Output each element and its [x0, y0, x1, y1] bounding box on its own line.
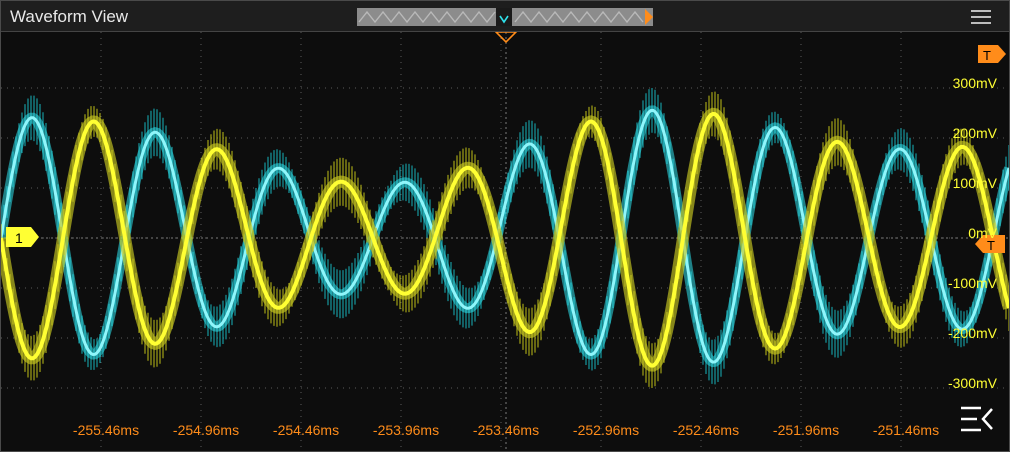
time-scale-labels: -255.46ms -254.96ms -254.46ms -253.96ms -253… [73, 422, 939, 438]
waveform-traces [1, 88, 1009, 388]
channel1-marker[interactable]: 1 [6, 227, 39, 247]
trigger-top-label: T [983, 48, 991, 63]
overview-viewport-marker [499, 15, 509, 24]
waveform-plot[interactable]: 1 T T 300mV 200mV 100mV 0mV -100mV -200mV -300… [1, 32, 1009, 451]
overview-viewport-window[interactable] [496, 8, 512, 26]
overview-trigger-marker [645, 9, 653, 25]
voltage-label: -300mV [948, 375, 998, 391]
window-title: Waveform View [10, 7, 129, 26]
time-label: -254.46ms [273, 422, 339, 438]
trigger-level-label: T [987, 238, 995, 253]
channel2-trace-band [1, 105, 1009, 368]
voltage-label: 200mV [953, 125, 998, 141]
hamburger-menu-icon[interactable] [971, 10, 991, 24]
time-label: -252.46ms [673, 422, 739, 438]
voltage-scale-labels: 300mV 200mV 100mV 0mV -100mV -200mV -300mV [948, 75, 998, 391]
voltage-label: -100mV [948, 275, 998, 291]
time-label: -251.46ms [873, 422, 939, 438]
horizontal-menu-icon[interactable] [959, 405, 995, 433]
time-label: -253.96ms [373, 422, 439, 438]
time-label: -251.96ms [773, 422, 839, 438]
channel1-marker-label: 1 [15, 230, 23, 246]
voltage-label: -200mV [948, 325, 998, 341]
voltage-label: 300mV [953, 75, 998, 91]
trigger-top-marker[interactable]: T [978, 45, 1006, 63]
title-bar: Waveform View [1, 1, 1009, 32]
trigger-position-marker[interactable] [494, 32, 518, 44]
channel2-trace [1, 108, 1009, 364]
time-label: -255.46ms [73, 422, 139, 438]
voltage-label: 100mV [953, 175, 998, 191]
time-label: -252.96ms [573, 422, 639, 438]
channel1-trace [1, 111, 1009, 368]
time-label: -253.46ms [473, 422, 539, 438]
time-label: -254.96ms [173, 422, 239, 438]
trigger-level-marker[interactable]: T [975, 235, 1005, 253]
voltage-label: 0mV [968, 225, 997, 241]
timeline-overview-bar[interactable] [357, 8, 653, 26]
channel1-trace-band [1, 107, 1009, 372]
grid-lines [1, 32, 1009, 451]
overview-wave-right [514, 10, 644, 24]
overview-wave [358, 10, 496, 24]
